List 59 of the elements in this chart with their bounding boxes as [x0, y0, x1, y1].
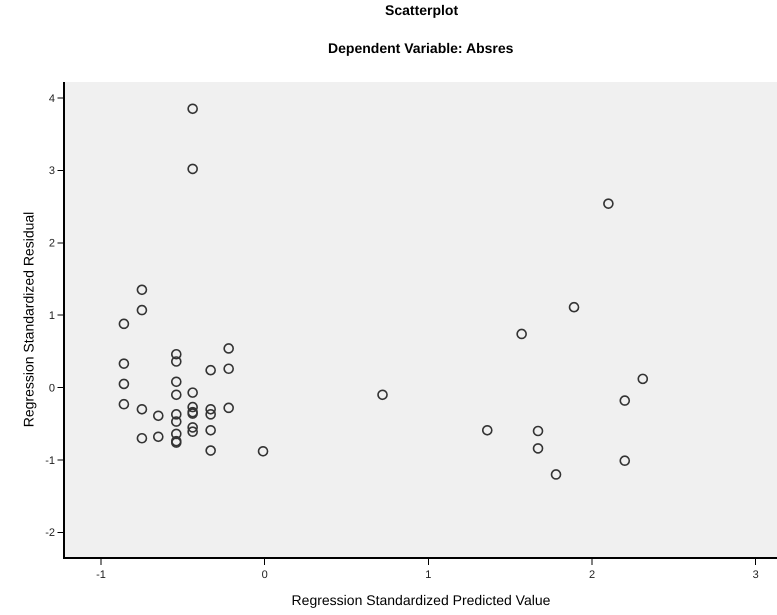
point — [171, 409, 182, 420]
point — [532, 443, 544, 454]
point — [187, 422, 198, 433]
point — [205, 404, 216, 415]
chart-title: Scatterplot — [385, 2, 458, 18]
y-tick-label: 2 — [48, 238, 56, 250]
point — [205, 445, 216, 456]
y-tick-label: -1 — [45, 454, 56, 467]
point — [550, 469, 562, 480]
point — [223, 402, 234, 414]
point — [532, 426, 544, 436]
y-tick-label: 1 — [48, 310, 56, 322]
point — [205, 424, 216, 436]
chart-subtitle: Dependent Variable: Absres — [328, 40, 514, 56]
x-tick-label: 2 — [588, 568, 596, 581]
point — [187, 426, 198, 438]
point — [118, 318, 130, 330]
point — [482, 424, 493, 436]
y-axis-title: Regression Standardized Residual — [20, 212, 36, 428]
point — [205, 409, 216, 420]
point — [136, 304, 148, 316]
y-tick-label: -2 — [45, 527, 56, 540]
point — [153, 410, 164, 422]
x-tick-label: -1 — [96, 568, 106, 581]
point — [171, 356, 182, 367]
x-tick-label: 1 — [425, 568, 432, 581]
point — [171, 390, 182, 400]
y-tick-label: 0 — [48, 382, 56, 394]
point — [187, 103, 198, 114]
y-tick-label: 3 — [48, 165, 56, 178]
point — [153, 432, 164, 442]
x-tick-label: 0 — [262, 568, 268, 581]
x-tick-label: 3 — [752, 568, 759, 581]
point — [136, 432, 148, 444]
point — [118, 378, 130, 390]
point — [118, 398, 130, 410]
y-tick-label: 4 — [48, 92, 56, 105]
point — [377, 390, 388, 400]
point — [516, 328, 527, 340]
point — [637, 374, 648, 384]
point — [619, 455, 630, 466]
point — [187, 164, 198, 174]
point — [619, 395, 630, 406]
point — [568, 302, 580, 312]
point — [223, 363, 234, 374]
point — [603, 198, 614, 209]
point — [118, 358, 130, 369]
point — [187, 402, 198, 412]
point — [187, 387, 198, 398]
point — [205, 364, 216, 376]
point — [171, 348, 182, 360]
point — [171, 376, 182, 388]
point — [171, 428, 182, 440]
x-axis-title: Regression Standardized Predicted Value — [292, 592, 551, 608]
point — [136, 284, 148, 296]
point — [136, 404, 148, 415]
point — [223, 343, 234, 354]
point — [171, 416, 182, 427]
point — [258, 446, 268, 457]
